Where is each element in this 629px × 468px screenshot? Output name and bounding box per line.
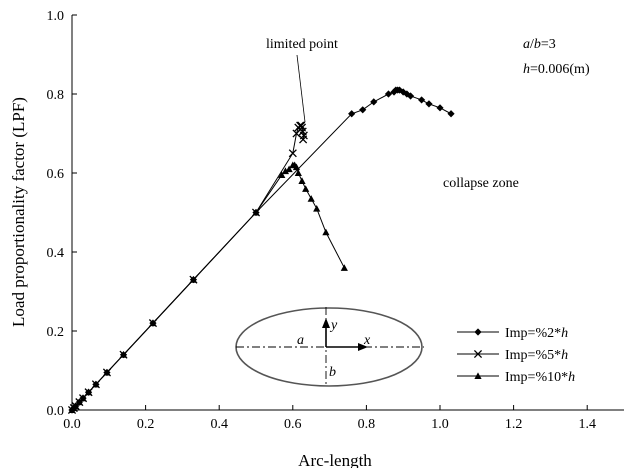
x-tick-label: 0.8 xyxy=(358,417,376,432)
data-point-diamond xyxy=(425,100,432,107)
y-tick-label: 0.6 xyxy=(47,167,65,182)
x-tick-label: 0.6 xyxy=(284,417,302,432)
data-point-diamond xyxy=(359,106,366,113)
inset-label-x: x xyxy=(363,333,371,348)
legend-label: Imp=%2*h xyxy=(505,326,568,341)
series-line-1 xyxy=(72,90,451,410)
y-tick-label: 0.2 xyxy=(47,325,65,340)
legend-label: Imp=%10*h xyxy=(505,370,575,385)
data-point-diamond xyxy=(447,110,454,117)
series-line-2 xyxy=(72,126,304,410)
legend-entry: Imp=%5*h xyxy=(457,348,568,363)
ratio-annotation: a/b=3 xyxy=(523,37,556,52)
y-tick-label: 0.8 xyxy=(47,88,65,103)
inset-label-b: b xyxy=(329,365,336,380)
x-axis-ticks: 0.0 0.2 0.4 0.6 0.8 1.0 1.2 1.4 xyxy=(63,405,596,432)
x-tick-label: 1.4 xyxy=(578,417,596,432)
limited-point-leader-line xyxy=(297,55,305,122)
x-tick-label: 0.2 xyxy=(137,417,155,432)
data-point-diamond xyxy=(418,96,425,103)
x-axis-label: Arc-length xyxy=(298,451,372,468)
y-tick-label: 1.0 xyxy=(47,9,65,24)
legend: Imp=%2*h Imp=%5*h Imp=%10*h xyxy=(457,326,575,385)
y-tick-label: 0.0 xyxy=(47,404,65,419)
x-tick-label: 0.0 xyxy=(63,417,81,432)
data-point-triangle xyxy=(295,169,302,176)
collapse-zone-annotation: collapse zone xyxy=(443,176,519,191)
x-tick-label: 0.4 xyxy=(210,417,228,432)
legend-label: Imp=%5*h xyxy=(505,348,568,363)
y-arrowhead xyxy=(322,318,330,328)
series-markers xyxy=(68,86,454,413)
inset-label-y: y xyxy=(329,318,338,333)
data-point-triangle xyxy=(302,185,309,192)
data-point-diamond xyxy=(370,98,377,105)
series-lines xyxy=(72,90,451,410)
y-tick-label: 0.4 xyxy=(47,246,65,261)
series-line-3 xyxy=(72,165,344,410)
thickness-annotation: h=0.006(m) xyxy=(523,62,590,77)
data-point-triangle xyxy=(341,264,348,271)
ellipse-inset-diagram: a b x y xyxy=(236,307,424,386)
data-point-diamond xyxy=(436,104,443,111)
data-point-diamond xyxy=(474,328,481,335)
x-tick-label: 1.0 xyxy=(431,417,449,432)
data-point-triangle xyxy=(313,205,320,212)
x-tick-label: 1.2 xyxy=(505,417,523,432)
data-point-triangle xyxy=(322,229,329,236)
y-axis-label: Load proportionality factor (LPF) xyxy=(9,97,28,327)
data-point-triangle xyxy=(298,177,305,184)
legend-entry: Imp=%2*h xyxy=(457,326,568,341)
inset-label-a: a xyxy=(297,333,304,348)
data-point-triangle xyxy=(308,195,315,202)
limited-point-annotation: limited point xyxy=(266,37,338,52)
legend-entry: Imp=%10*h xyxy=(457,370,575,385)
